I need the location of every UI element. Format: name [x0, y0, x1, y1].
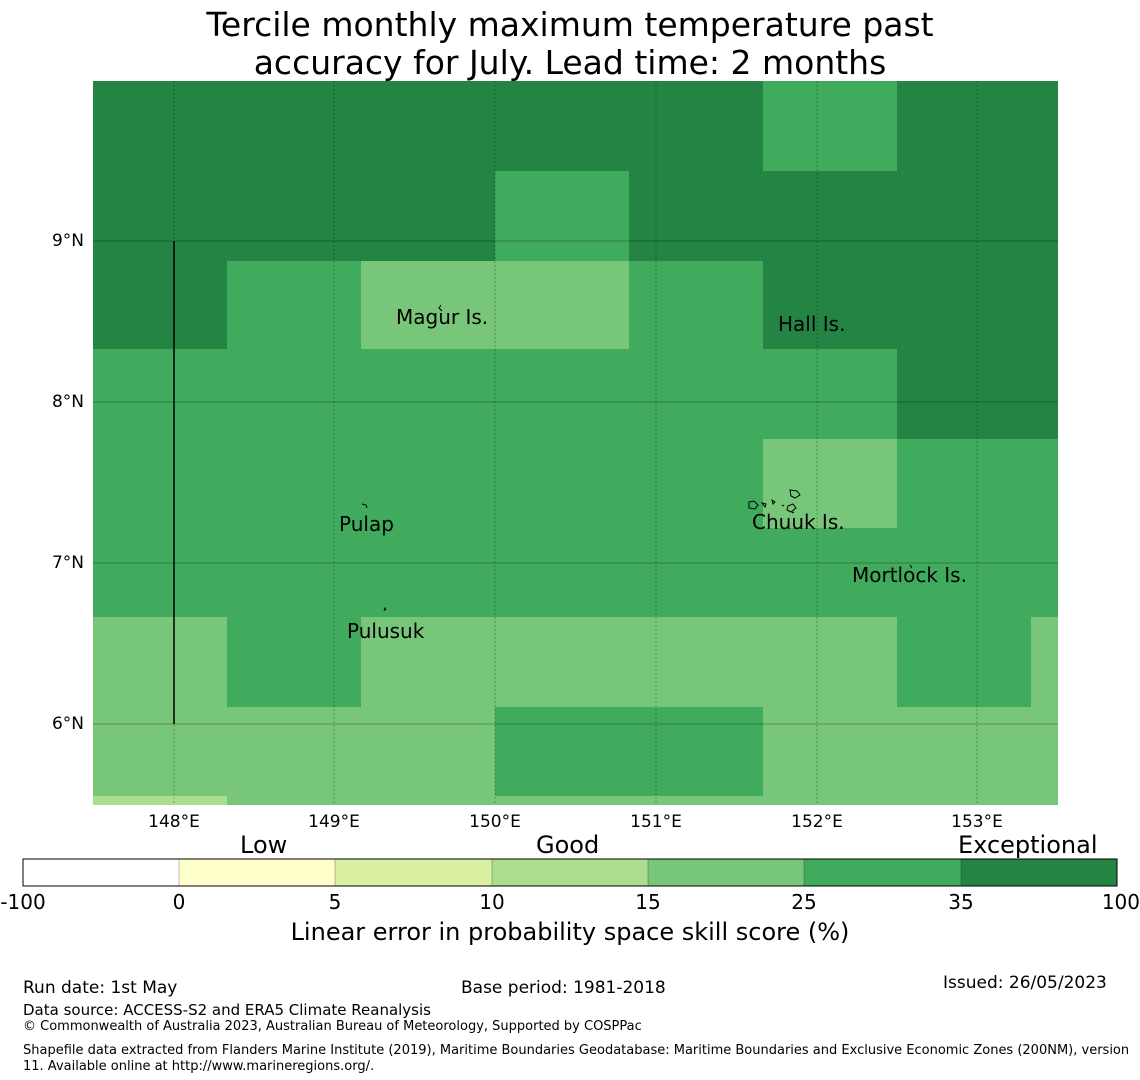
- colorbar-segment: [492, 859, 648, 886]
- grid-cell: [495, 81, 763, 171]
- grid-cell: [897, 81, 1058, 439]
- grid-cell: [93, 796, 227, 805]
- lon-label: 151°E: [630, 812, 682, 832]
- grid-cell: [629, 171, 763, 261]
- colorbar-tick: 10: [479, 890, 505, 914]
- grid-cell: [93, 261, 227, 349]
- grid-cell: [763, 171, 897, 349]
- colorbar-tick: 15: [635, 890, 661, 914]
- colorbar-tick: 0: [172, 890, 186, 914]
- title-line-1: Tercile monthly maximum temperature past: [206, 5, 934, 44]
- colorbar-segment: [804, 859, 961, 886]
- base-period: Base period: 1981-2018: [461, 978, 666, 998]
- colorbar-category-good: Good: [536, 831, 600, 859]
- colorbar-segment: [961, 859, 1117, 886]
- grid-cell: [361, 261, 629, 349]
- grid-cell: [227, 707, 495, 805]
- pulusuk-island-shape: [383, 606, 387, 612]
- chuuk-island-shape: [748, 489, 801, 514]
- graticule: [93, 81, 1058, 805]
- title-line-2: accuracy for July. Lead time: 2 months: [253, 43, 887, 82]
- grid-cell: [93, 617, 227, 805]
- pulap-island-shape: [361, 503, 368, 509]
- map-title: Tercile monthly maximum temperature past…: [0, 6, 1140, 82]
- mortlock-island-shape: [909, 564, 913, 569]
- grid-cell: [93, 81, 495, 261]
- lat-label: 9°N: [51, 231, 84, 251]
- place-label-pulusuk: Pulusuk: [347, 619, 425, 643]
- place-label-chuuk: Chuuk Is.: [752, 510, 845, 534]
- place-label-mortlock: Mortlock Is.: [852, 563, 967, 587]
- place-label-pulap: Pulap: [339, 512, 394, 536]
- data-source: Data source: ACCESS-S2 and ERA5 Climate …: [23, 1001, 431, 1019]
- run-date: Run date: 1st May: [23, 978, 178, 998]
- colorbar-category-exceptional: Exceptional: [958, 831, 1098, 859]
- colorbar-tick: 25: [791, 890, 817, 914]
- colorbar-tick: 5: [328, 890, 342, 914]
- grid-cell: [1031, 617, 1058, 707]
- place-label-magur: Magur Is.: [396, 305, 489, 329]
- copyright-notice: © Commonwealth of Australia 2023, Austra…: [23, 1019, 642, 1034]
- colorbar-label: Linear error in probability space skill …: [290, 918, 850, 946]
- grid-cell: [763, 439, 897, 528]
- colorbar: [22, 858, 1118, 887]
- lon-label: 153°E: [951, 812, 1003, 832]
- colorbar-tick: -100: [0, 890, 46, 914]
- colorbar-tick: 35: [948, 890, 974, 914]
- lat-label: 6°N: [51, 714, 84, 734]
- shapefile-credit: Shapefile data extracted from Flanders M…: [23, 1043, 1130, 1074]
- magur-island-shape: [438, 304, 443, 312]
- colorbar-segment: [335, 859, 492, 886]
- place-label-hall: Hall Is.: [778, 312, 846, 336]
- colorbar-category-low: Low: [240, 831, 288, 859]
- island-outlines: [361, 304, 913, 612]
- skill-grid: [93, 81, 1058, 805]
- colorbar-segment: [648, 859, 804, 886]
- lon-label: 148°E: [148, 812, 200, 832]
- grid-cell: [495, 796, 763, 805]
- lon-label: 149°E: [308, 812, 360, 832]
- grid-cell: [361, 617, 897, 707]
- grid-cell: [763, 707, 1058, 805]
- lat-label: 7°N: [51, 553, 84, 573]
- lat-label: 8°N: [51, 392, 84, 412]
- lon-label: 150°E: [469, 812, 521, 832]
- colorbar-segment: [179, 859, 335, 886]
- colorbar-segment: [23, 859, 179, 886]
- issued-date: Issued: 26/05/2023: [943, 973, 1107, 993]
- colorbar-tick: 100: [1101, 890, 1140, 914]
- lon-label: 152°E: [791, 812, 843, 832]
